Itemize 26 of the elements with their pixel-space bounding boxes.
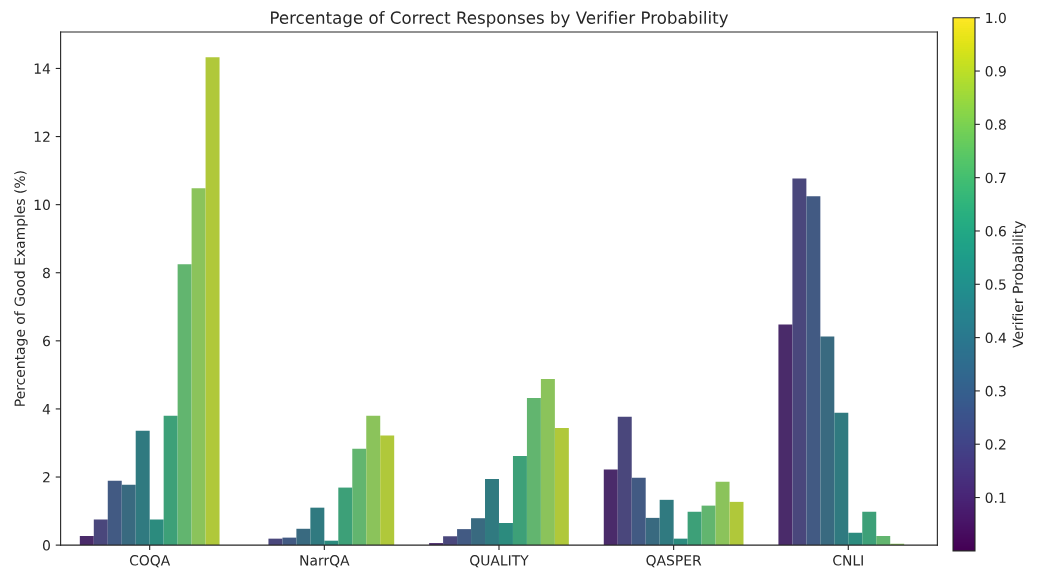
x-tick-label: COQA <box>129 555 171 568</box>
y-tick-label: 8 <box>42 267 50 279</box>
x-tick-label: CNLI <box>833 555 863 566</box>
y-tick-label: 2 <box>43 471 50 483</box>
y-tick-label: 6 <box>43 335 51 347</box>
y-tick-label: 14 <box>34 63 51 74</box>
y-tick-label: 4 <box>42 404 51 415</box>
y-tick-label: 0 <box>42 540 50 551</box>
color-bar-label: 0.3 <box>985 385 1006 397</box>
x-tick-label: NarrQA <box>300 555 350 568</box>
color-bar-label: 1.0 <box>986 12 1006 24</box>
color-bar-title: Verifier Probability <box>1012 221 1026 348</box>
color-bar-label: 0.6 <box>985 225 1006 237</box>
color-bar-label: 0.9 <box>985 66 1006 77</box>
color-bar-label: 0.5 <box>985 279 1006 290</box>
color-bar-label: 0.7 <box>985 172 1006 184</box>
color-bar-label: 0.8 <box>985 119 1006 130</box>
y-axis-title: Percentage of Good Examples (%) <box>14 171 28 406</box>
chart-title: Percentage of Correct Responses by Verifier Probability <box>271 11 729 28</box>
y-tick-label: 10 <box>34 199 50 211</box>
y-tick-label: 12 <box>34 131 50 142</box>
x-tick-label: QASPER <box>646 555 702 568</box>
color-bar-label: 0.2 <box>985 439 1006 450</box>
x-tick-label: QUALITY <box>470 555 529 568</box>
color-bar-label: 0.1 <box>985 492 1006 503</box>
color-bar-label: 0.4 <box>985 332 1007 344</box>
